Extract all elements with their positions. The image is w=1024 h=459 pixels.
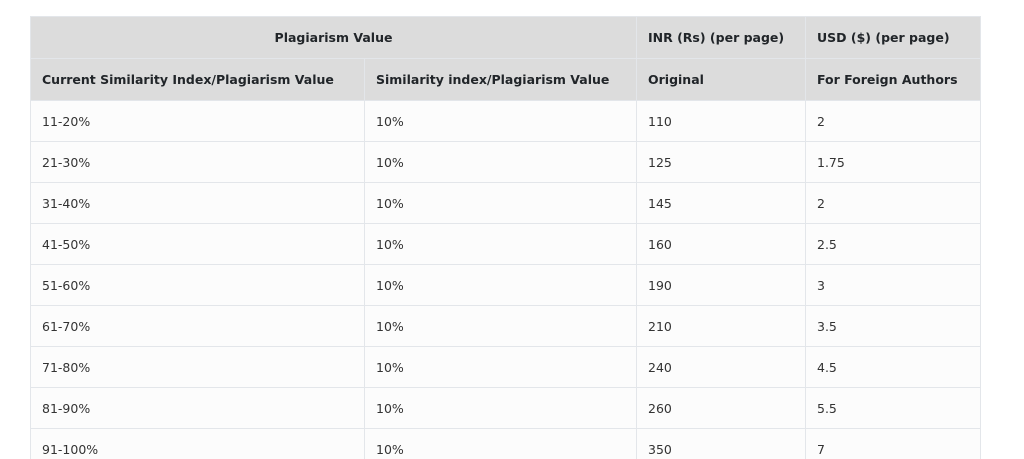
header-current-similarity-index: Current Similarity Index/Plagiarism Valu… bbox=[30, 58, 365, 101]
table-row: 61-70% 10% 210 3.5 bbox=[30, 305, 981, 347]
cell-inr-price: 350 bbox=[636, 428, 806, 459]
cell-usd-price: 3.5 bbox=[805, 305, 981, 347]
cell-similarity-range: 51-60% bbox=[30, 264, 365, 306]
header-group-row: Plagiarism Value INR (Rs) (per page) USD… bbox=[30, 16, 981, 59]
table-row: 41-50% 10% 160 2.5 bbox=[30, 223, 981, 265]
cell-usd-price: 4.5 bbox=[805, 346, 981, 388]
header-sub-row: Current Similarity Index/Plagiarism Valu… bbox=[30, 58, 981, 101]
cell-usd-price: 2 bbox=[805, 182, 981, 224]
header-usd-per-page: USD ($) (per page) bbox=[805, 16, 981, 59]
table-row: 31-40% 10% 145 2 bbox=[30, 182, 981, 224]
cell-similarity-range: 41-50% bbox=[30, 223, 365, 265]
plagiarism-pricing-table: Plagiarism Value INR (Rs) (per page) USD… bbox=[30, 16, 981, 459]
cell-similarity-range: 91-100% bbox=[30, 428, 365, 459]
cell-usd-price: 7 bbox=[805, 428, 981, 459]
cell-inr-price: 260 bbox=[636, 387, 806, 429]
cell-usd-price: 2 bbox=[805, 100, 981, 142]
cell-target-index: 10% bbox=[364, 141, 637, 183]
table-body: 11-20% 10% 110 2 21-30% 10% 125 1.75 31-… bbox=[30, 100, 981, 459]
table-row: 21-30% 10% 125 1.75 bbox=[30, 141, 981, 183]
table-row: 51-60% 10% 190 3 bbox=[30, 264, 981, 306]
cell-similarity-range: 31-40% bbox=[30, 182, 365, 224]
cell-target-index: 10% bbox=[364, 428, 637, 459]
cell-inr-price: 160 bbox=[636, 223, 806, 265]
table-row: 11-20% 10% 110 2 bbox=[30, 100, 981, 142]
header-foreign-authors: For Foreign Authors bbox=[805, 58, 981, 101]
cell-inr-price: 210 bbox=[636, 305, 806, 347]
cell-target-index: 10% bbox=[364, 223, 637, 265]
table-header: Plagiarism Value INR (Rs) (per page) USD… bbox=[30, 16, 981, 101]
cell-usd-price: 3 bbox=[805, 264, 981, 306]
table-row: 91-100% 10% 350 7 bbox=[30, 428, 981, 459]
header-plagiarism-value: Plagiarism Value bbox=[30, 16, 637, 59]
cell-usd-price: 2.5 bbox=[805, 223, 981, 265]
cell-target-index: 10% bbox=[364, 264, 637, 306]
header-original: Original bbox=[636, 58, 806, 101]
cell-target-index: 10% bbox=[364, 387, 637, 429]
cell-inr-price: 110 bbox=[636, 100, 806, 142]
table-row: 71-80% 10% 240 4.5 bbox=[30, 346, 981, 388]
cell-usd-price: 1.75 bbox=[805, 141, 981, 183]
cell-target-index: 10% bbox=[364, 346, 637, 388]
cell-similarity-range: 21-30% bbox=[30, 141, 365, 183]
cell-inr-price: 190 bbox=[636, 264, 806, 306]
cell-inr-price: 145 bbox=[636, 182, 806, 224]
cell-usd-price: 5.5 bbox=[805, 387, 981, 429]
cell-similarity-range: 81-90% bbox=[30, 387, 365, 429]
header-inr-per-page: INR (Rs) (per page) bbox=[636, 16, 806, 59]
cell-similarity-range: 61-70% bbox=[30, 305, 365, 347]
cell-similarity-range: 71-80% bbox=[30, 346, 365, 388]
cell-target-index: 10% bbox=[364, 305, 637, 347]
header-similarity-index: Similarity index/Plagiarism Value bbox=[364, 58, 637, 101]
table-row: 81-90% 10% 260 5.5 bbox=[30, 387, 981, 429]
cell-similarity-range: 11-20% bbox=[30, 100, 365, 142]
pricing-table-container: Plagiarism Value INR (Rs) (per page) USD… bbox=[30, 16, 981, 459]
cell-target-index: 10% bbox=[364, 100, 637, 142]
cell-inr-price: 240 bbox=[636, 346, 806, 388]
cell-inr-price: 125 bbox=[636, 141, 806, 183]
cell-target-index: 10% bbox=[364, 182, 637, 224]
